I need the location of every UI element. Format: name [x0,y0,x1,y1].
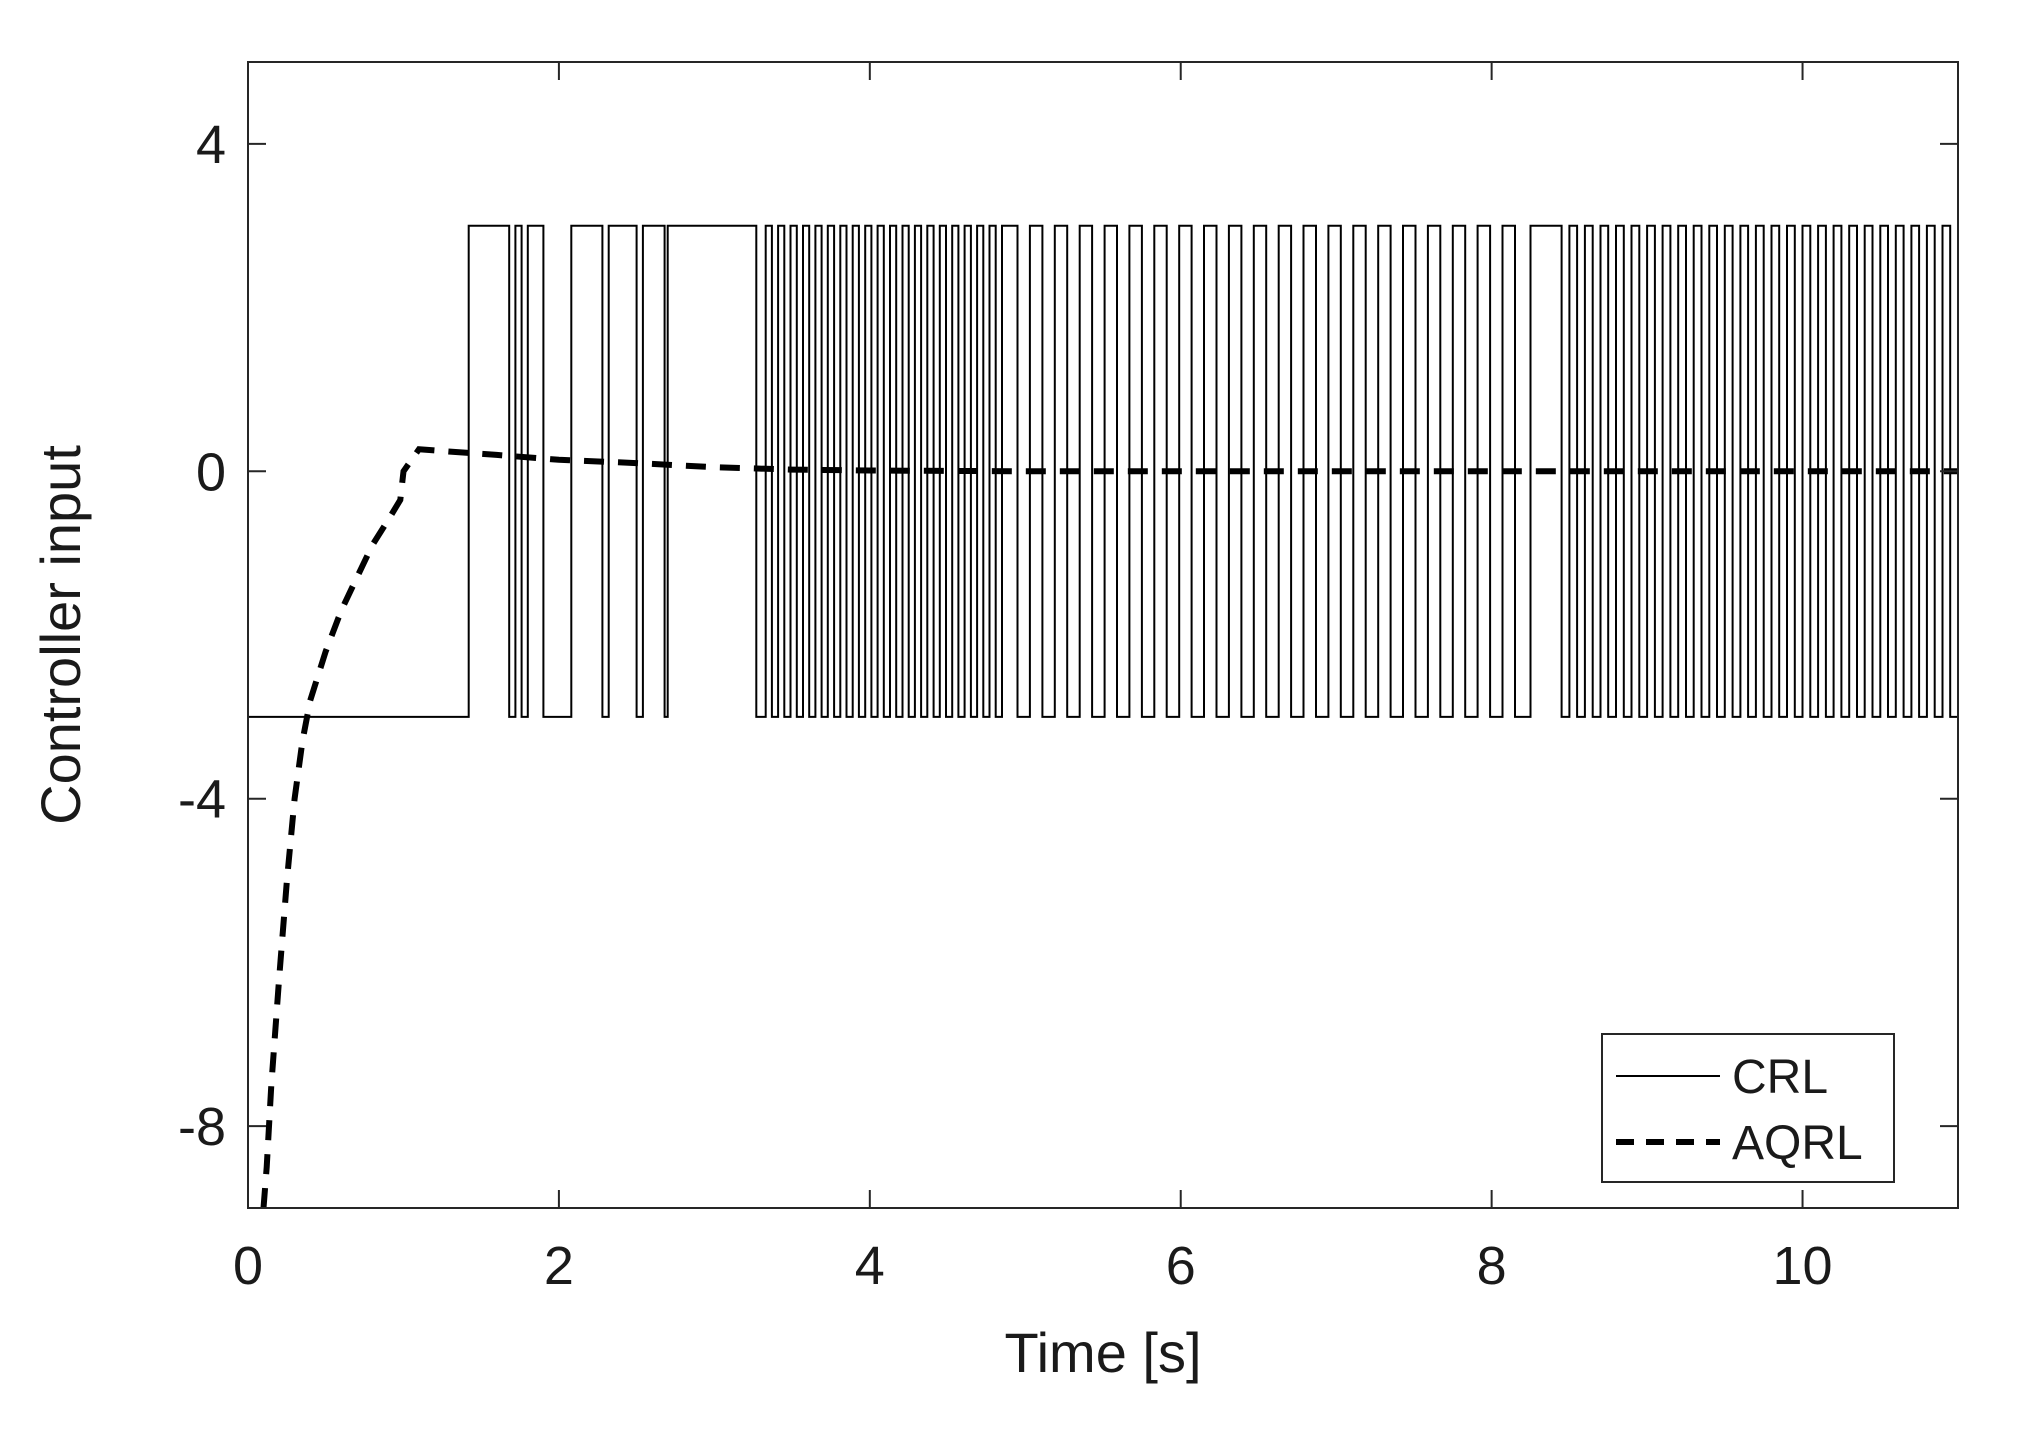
x-tick-label: 8 [1477,1236,1507,1296]
series-crl-line [248,224,1958,718]
legend: CRL AQRL [1601,1033,1895,1183]
x-axis-label: Time [s] [1004,1321,1201,1384]
axes-layer: 0 2 4 6 8 10 -8 -4 0 4 [178,62,1958,1296]
y-axis-label: Controller input [29,445,92,825]
x-tick-label: 6 [1166,1236,1196,1296]
legend-box [1601,1033,1895,1183]
y-tick-label: -4 [178,770,226,830]
y-tick-label: -8 [178,1097,226,1157]
legend-label-crl: CRL [1732,1051,1828,1104]
x-tick-label: 10 [1773,1236,1833,1296]
x-tick-label: 0 [233,1236,263,1296]
series-aqrl-line [260,446,1958,1209]
x-tick-label: 2 [544,1236,574,1296]
y-tick-label: 0 [196,442,226,502]
x-tick-label: 4 [855,1236,885,1296]
legend-label-aqrl: AQRL [1732,1117,1863,1170]
plot-frame [247,61,1959,1209]
y-tick-label: 4 [196,115,226,175]
series-layer [248,224,1958,1209]
